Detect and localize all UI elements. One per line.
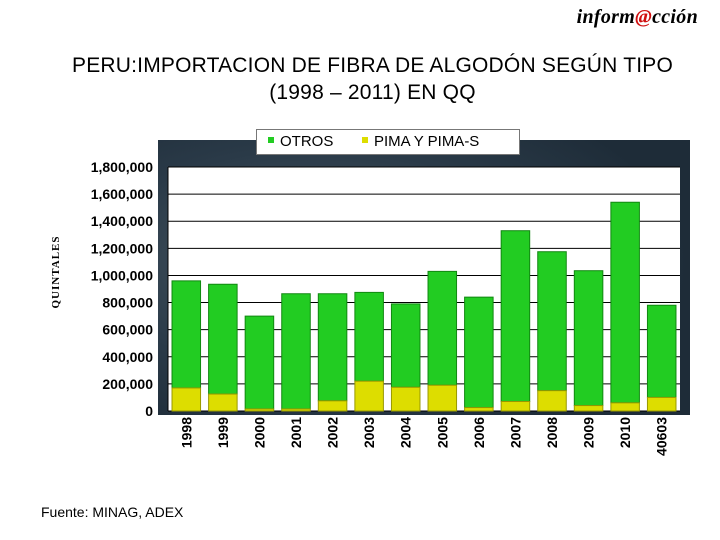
bar-pima-1998: [171, 387, 202, 412]
bar-otros-2009: [573, 270, 604, 407]
bar-otros-2006: [464, 296, 494, 409]
bar-pima-2008: [537, 390, 567, 412]
chart-legend: OTROS PIMA Y PIMA-S: [256, 129, 520, 155]
bar-pima-2006: [464, 407, 494, 412]
bar-otros-2008: [537, 251, 567, 392]
y-tick-label: 1,200,000: [91, 240, 153, 256]
x-tick-label: 2002: [325, 417, 341, 448]
bar-otros-2004: [390, 303, 421, 388]
y-tick-label: 600,000: [102, 322, 153, 338]
bar-pima-2009: [573, 405, 604, 412]
x-tick-label: 2010: [617, 417, 633, 448]
x-tick-label: 2008: [544, 417, 560, 448]
y-tick-label: 200,000: [102, 376, 153, 392]
x-tick-label: 1999: [215, 417, 231, 448]
legend-label-pima: PIMA Y PIMA-S: [374, 133, 480, 150]
x-tick-label: 1998: [178, 417, 194, 448]
bar-otros-2007: [500, 230, 531, 403]
x-tick-label: 2001: [288, 417, 304, 448]
x-tick-label: 2007: [507, 417, 523, 448]
bar-pima-2005: [427, 384, 458, 412]
y-tick-label: 1,000,000: [91, 267, 153, 283]
chart-title-line2: (1998 – 2011) EN QQ: [269, 81, 476, 104]
y-tick-label: 1,600,000: [91, 186, 153, 202]
legend-item-pima: PIMA Y PIMA-S: [362, 133, 479, 150]
bar-pima-2003: [354, 380, 384, 412]
legend-item-otros: OTROS: [268, 133, 333, 150]
bar-otros-2005: [427, 270, 458, 386]
bar-pima-2001: [281, 408, 311, 412]
bar-pima-2004: [390, 386, 421, 412]
bar-otros-2000: [244, 315, 275, 410]
x-tick-label: 2009: [581, 417, 597, 448]
bar-otros-1998: [171, 280, 202, 389]
bar-pima-2000: [244, 408, 275, 412]
y-tick-label: 800,000: [102, 295, 153, 311]
bar-pima-1999: [208, 393, 238, 412]
bar-pima-40603: [646, 396, 677, 412]
bar-otros-40603: [646, 304, 677, 398]
brand-logo: inform@cción: [576, 6, 698, 28]
x-tick-label: 2005: [434, 417, 450, 448]
legend-swatch-pima: [362, 137, 368, 143]
legend-swatch-otros: [268, 137, 274, 143]
bar-pima-2002: [317, 400, 348, 412]
y-tick-label: 1,400,000: [91, 213, 153, 229]
y-tick-label: 400,000: [102, 349, 153, 365]
bar-otros-1999: [208, 283, 238, 395]
x-tick-label: 2004: [398, 417, 414, 448]
bar-pima-2007: [500, 401, 531, 412]
y-tick-label: 0: [145, 403, 153, 419]
chart-title: PERU:IMPORTACION DE FIBRA DE ALGODÓN SEG…: [0, 52, 720, 106]
legend-label-otros: OTROS: [280, 133, 334, 150]
bar-otros-2010: [610, 201, 640, 404]
x-tick-label: 40603: [654, 417, 670, 456]
x-tick-label: 2006: [471, 417, 487, 448]
source-note: Fuente: MINAG, ADEX: [41, 504, 184, 520]
bar-otros-2002: [317, 293, 348, 402]
x-tick-label: 2000: [251, 417, 267, 448]
bar-pima-2010: [610, 402, 640, 412]
chart-title-line1: PERU:IMPORTACION DE FIBRA DE ALGODÓN SEG…: [71, 54, 673, 77]
bar-otros-2001: [281, 293, 311, 410]
y-tick-label: 1,800,000: [91, 159, 153, 175]
x-tick-label: 2003: [361, 417, 377, 448]
bar-otros-2003: [354, 291, 384, 382]
